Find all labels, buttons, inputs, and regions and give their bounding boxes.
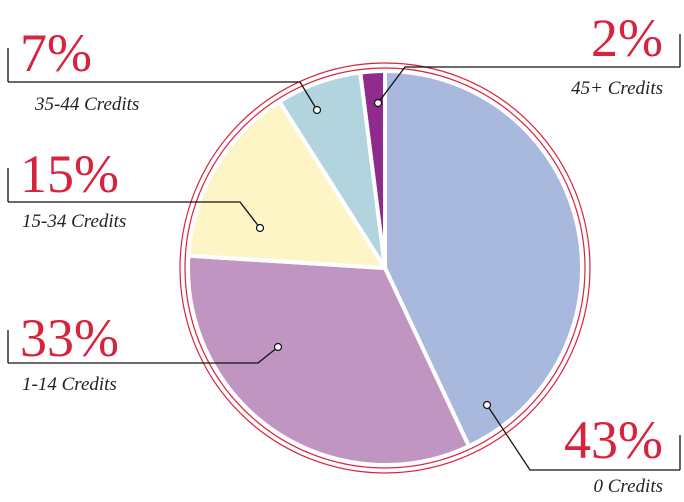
- value-label: 33%: [20, 308, 119, 368]
- leader-line: [377, 66, 680, 104]
- leader-line: [8, 201, 261, 229]
- category-label: 1-14 Credits: [22, 374, 117, 395]
- value-label: 2%: [591, 8, 663, 68]
- pie-slice: [186, 99, 387, 270]
- leader-line: [486, 404, 680, 471]
- leader-dot: [482, 400, 492, 410]
- leader-line: [8, 81, 318, 111]
- value-label: 15%: [20, 144, 119, 204]
- leader-dot: [255, 223, 265, 233]
- leader-line: [8, 346, 279, 364]
- pie-slice: [383, 69, 584, 449]
- slices: [186, 69, 584, 467]
- labels: 43% 0 Credits 33% 1-14 Credits 15% 15-34 Cred…: [7, 8, 681, 497]
- category-label: 0 Credits: [594, 476, 664, 497]
- category-label: 35-44 Credits: [34, 94, 139, 115]
- leader-dot: [373, 98, 383, 108]
- value-label: 7%: [20, 23, 92, 83]
- category-label: 45+ Credits: [571, 78, 663, 99]
- value-label: 43%: [564, 410, 663, 470]
- leader-dot: [273, 342, 283, 352]
- leader-dot: [312, 105, 322, 115]
- ring-outer: [179, 62, 591, 474]
- pie-slice: [358, 69, 387, 270]
- category-label: 15-34 Credits: [22, 211, 126, 232]
- pie-slice: [186, 253, 471, 467]
- ring-inner: [184, 67, 586, 469]
